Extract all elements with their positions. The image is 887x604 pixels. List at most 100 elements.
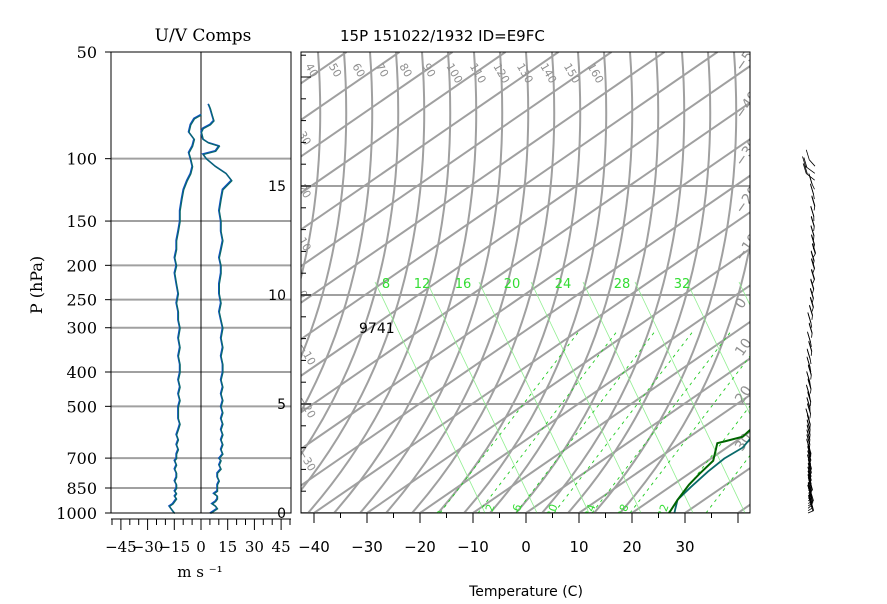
wind-barb-feather: [806, 150, 809, 160]
isotherm-line: [0, 52, 558, 513]
theta-top-label: 70: [373, 61, 391, 80]
mixing-ratio-line: [427, 282, 537, 513]
sounding-profiles: [669, 89, 887, 513]
v-component-line-shadow: [202, 104, 232, 513]
moist-adiabat-label: 24: [582, 502, 599, 520]
mixing-ratio-line: [739, 282, 849, 513]
uv-x-tick-label: 45: [272, 538, 291, 556]
isotherm-line: [0, 52, 399, 513]
uv-y-tick-label: 1000: [56, 504, 97, 523]
uv-x-tick-label: −15: [158, 538, 190, 556]
isotherm-right-label: 10: [732, 336, 755, 360]
mixing-ratio-line: [531, 282, 641, 513]
temperature-tick-label: 0: [521, 538, 531, 556]
isotherm-line: [102, 52, 770, 513]
dry-adiabat-line: [178, 52, 320, 513]
wind-barb-staff: [809, 160, 815, 166]
height-tick-label: 0: [277, 506, 286, 522]
height-tick-label: 10: [268, 288, 286, 304]
mixing-ratio-label: 28: [614, 277, 631, 292]
skewt-x-axis-label: Temperature (C): [468, 584, 583, 600]
uv-x-axis-label: m s ⁻¹: [177, 563, 222, 581]
uv-grid: [111, 52, 291, 513]
uv-y-tick-label: 250: [66, 291, 97, 310]
uv-y-tick-label: 300: [66, 319, 97, 338]
isobar-lines: [301, 186, 750, 513]
dry-adiabat-line: [204, 52, 346, 513]
dry-adiabat-line: [256, 52, 398, 513]
theta-left-label: −30: [295, 447, 318, 474]
isotherm-line: [0, 52, 346, 513]
station-annotation: 9741: [359, 321, 395, 337]
mixing-ratio-label: 8: [382, 277, 390, 292]
wind-barb-staff: [809, 418, 810, 423]
uv-y-tick-label: 100: [66, 150, 97, 169]
theta-top-label: 140: [537, 61, 559, 86]
theta-left-label: −10: [295, 341, 318, 368]
uv-y-tick-label: 150: [66, 212, 97, 231]
theta-left-label: 20: [295, 182, 313, 201]
uv-y-tick-label: 500: [66, 397, 97, 416]
temperature-tick-label: 20: [622, 538, 641, 556]
moist-adiabat-label: 28: [615, 502, 632, 520]
uv-x-tick-label: 15: [218, 538, 237, 556]
theta-top-label: 130: [514, 61, 536, 86]
dewpoint-profile-tip: [753, 275, 756, 278]
temperature-tick-label: −30: [351, 538, 383, 556]
mixing-ratio-line: [635, 282, 745, 513]
mixing-ratio-label: 20: [504, 277, 521, 292]
temperature-tick-label: 30: [675, 538, 694, 556]
isotherm-lines: [0, 52, 887, 513]
temperature-tick-label: −20: [404, 538, 436, 556]
v-component-line: [201, 104, 231, 513]
uv-series: [169, 104, 232, 514]
uv-y-tick-label: 50: [77, 43, 97, 62]
theta-left-label: 10: [295, 235, 313, 254]
theta-left-label: 30: [295, 129, 313, 148]
dry-adiabat-line: [516, 52, 658, 513]
isotherm-right-label: −10: [732, 231, 762, 264]
mixing-ratio-label: 12: [414, 277, 431, 292]
moist-adiabat-line: [706, 330, 846, 513]
dry-adiabat-line: [464, 52, 606, 513]
theta-top-label: 160: [584, 61, 606, 86]
dry-adiabat-line: [412, 52, 554, 513]
theta-left-label: −20: [295, 394, 318, 421]
theta-top-label: 120: [490, 61, 512, 86]
temperature-tick-label: −40: [298, 538, 330, 556]
isotherm-line: [314, 52, 887, 513]
theta-top-label: 80: [396, 61, 414, 80]
wind-barb-feather: [811, 207, 814, 217]
isotherm-right-label: −20: [732, 183, 762, 216]
temperature-tick-label: −10: [457, 538, 489, 556]
skewt-title: 15P 151022/1932 ID=E9FC: [340, 27, 545, 45]
wind-barb-feather: [806, 409, 809, 419]
mixing-ratio-label: 16: [455, 277, 472, 292]
u-component-line-shadow: [170, 115, 202, 514]
uv-y-tick-label: 700: [66, 449, 97, 468]
uv-y-tick-label: 400: [66, 363, 97, 382]
mixing-ratio-line: [479, 282, 589, 513]
uv-title: U/V Comps: [155, 26, 252, 46]
wind-barb-feather: [808, 313, 811, 323]
height-tick-label: 15: [268, 179, 286, 195]
wind-barbs: [802, 150, 815, 513]
uv-x-tick-label: 0: [196, 538, 206, 556]
mixing-ratio-line: [583, 282, 693, 513]
isotherm-line: [738, 52, 887, 513]
mixing-ratio-label: 32: [674, 277, 691, 292]
u-component-line: [169, 114, 201, 513]
temperature-profile-line: [674, 97, 887, 513]
uv-x-tick-label: 30: [245, 538, 264, 556]
isotherm-line: [791, 52, 887, 513]
uv-y-axis-label: P (hPa): [27, 256, 46, 314]
isotherm-right-label: −50: [732, 41, 762, 74]
wind-barb-feather: [811, 280, 814, 290]
